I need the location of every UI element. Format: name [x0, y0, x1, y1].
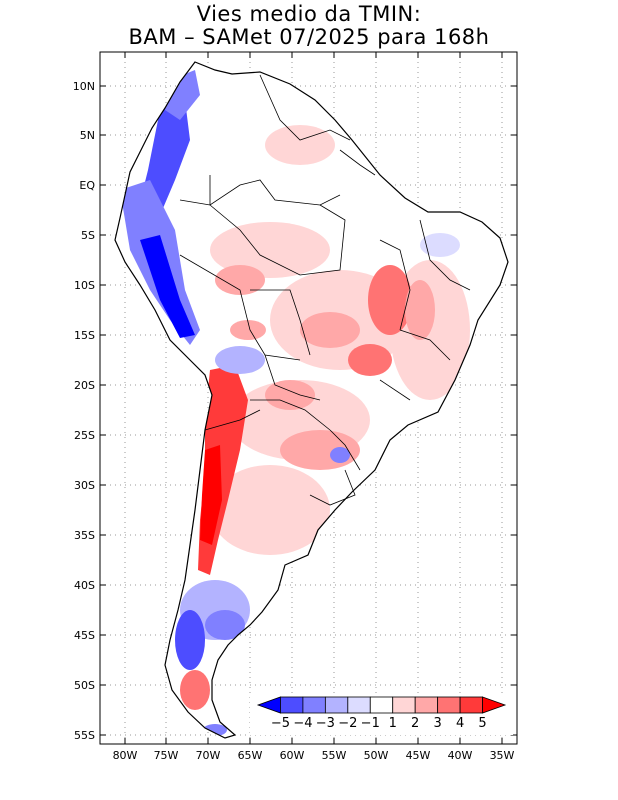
lat-label: EQ: [79, 179, 95, 192]
colorbar-label: 4: [456, 716, 464, 731]
lon-label: 35W: [490, 749, 515, 762]
colorbar-swatch: [437, 696, 461, 714]
lon-label: 50W: [364, 749, 389, 762]
country-borders: [179, 74, 471, 506]
lat-label: 5N: [80, 129, 95, 142]
colorbar-swatch: [280, 696, 304, 714]
lat-label: 50S: [74, 679, 95, 692]
lat-label: 25S: [74, 429, 95, 442]
axis-ticks: 10N 5N EQ 5S 10S 15S 20S 25S 30S 35S 40S 45S 50S 55S 8…: [73, 52, 517, 762]
map-title-line2: BAM – SAMet 07/2025 para 168h: [128, 25, 490, 49]
colorbar-swatch: [369, 696, 394, 714]
lat-label: 35S: [74, 529, 95, 542]
lat-label: 10N: [73, 80, 95, 93]
colorbar-label: 1: [389, 716, 397, 731]
lat-label: 45S: [74, 629, 95, 642]
colorbar-label: −4: [293, 716, 312, 731]
lat-label: 5S: [81, 229, 95, 242]
colorbar-label: 5: [478, 716, 486, 731]
colorbar-swatch: [414, 696, 439, 714]
lon-label: 80W: [113, 749, 138, 762]
colorbar-label: 2: [411, 716, 419, 731]
colorbar-swatch: [302, 696, 326, 714]
lat-label: 40S: [74, 579, 95, 592]
colorbar-swatch: [324, 696, 349, 714]
colorbar-label: −2: [338, 716, 357, 731]
lat-label: 20S: [74, 379, 95, 392]
lat-label: 55S: [74, 729, 95, 742]
colorbar: −5 −4 −3 −2 −1 1 2 3 4 5: [250, 693, 513, 735]
lat-label: 15S: [74, 329, 95, 342]
lon-label: 55W: [322, 749, 347, 762]
colorbar-label: 3: [433, 716, 441, 731]
lon-label: 40W: [448, 749, 473, 762]
lon-label: 60W: [280, 749, 305, 762]
lon-label: 65W: [238, 749, 263, 762]
lon-label: 70W: [196, 749, 221, 762]
lon-label: 75W: [154, 749, 179, 762]
colorbar-swatch: [459, 696, 483, 714]
map-title-line1: Vies medio da TMIN:: [196, 2, 422, 26]
colorbar-label: −1: [361, 716, 380, 731]
lat-label: 10S: [74, 279, 95, 292]
colorbar-label: −5: [271, 716, 290, 731]
continent-outline: [114, 61, 509, 739]
colorbar-swatch: [482, 696, 507, 714]
colorbar-swatch: [392, 696, 416, 714]
colorbar-label: −3: [316, 716, 335, 731]
lat-label: 30S: [74, 479, 95, 492]
colorbar-swatch: [347, 696, 371, 714]
lon-label: 45W: [406, 749, 431, 762]
